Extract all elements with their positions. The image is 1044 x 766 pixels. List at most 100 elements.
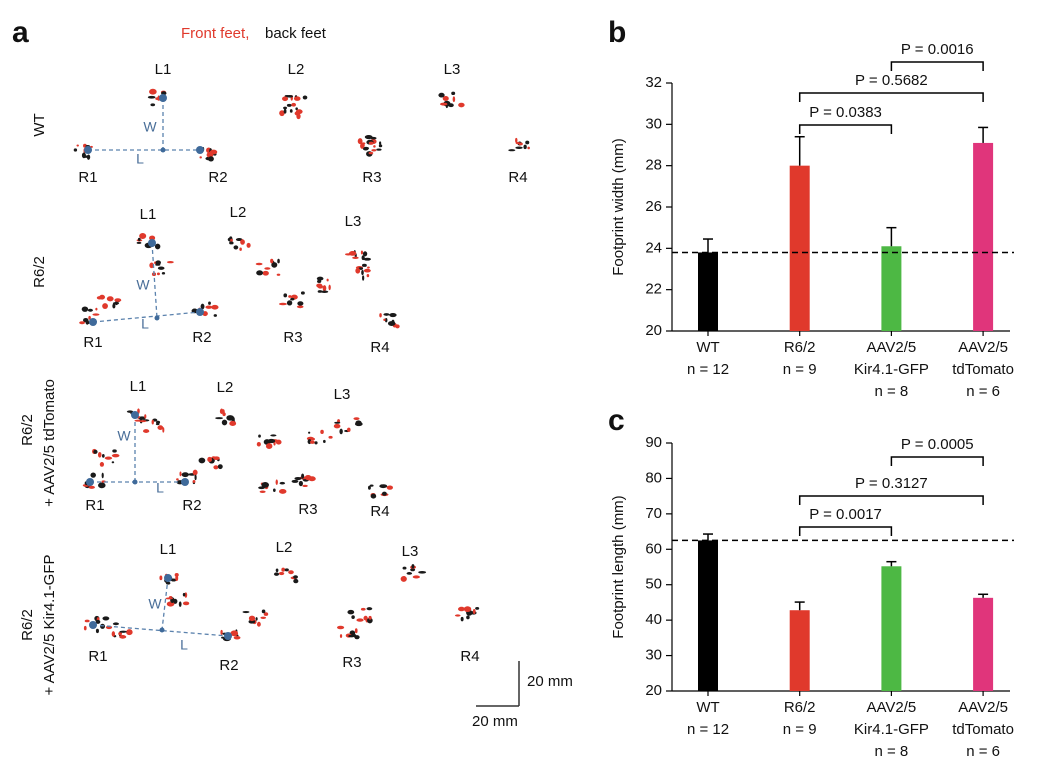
- footprint: [283, 106, 288, 110]
- footprint: [370, 493, 377, 499]
- foot-dot: [89, 621, 97, 629]
- footprint: [222, 412, 226, 417]
- foot-label: R1: [88, 648, 107, 665]
- footprint: [213, 314, 217, 317]
- row-label: + AAV2/5 tdTomato: [41, 379, 58, 507]
- footprint: [256, 621, 261, 627]
- footprint: [294, 476, 302, 481]
- p-value: P = 0.0017: [809, 506, 882, 523]
- footprint: [294, 111, 300, 116]
- footprint: [296, 305, 304, 309]
- x-tick-label: WT: [696, 339, 719, 356]
- y-tick-label: 40: [645, 611, 662, 628]
- p-value: P = 0.0005: [901, 436, 974, 453]
- footprint: [211, 304, 219, 310]
- footprint: [233, 245, 239, 250]
- footprint: [384, 317, 388, 323]
- footprint: [363, 146, 370, 150]
- footprint: [260, 616, 267, 619]
- footprint: [300, 291, 305, 295]
- footprint: [194, 474, 197, 481]
- foot-dot: [196, 308, 204, 316]
- foot-dot: [159, 94, 167, 102]
- footprint: [156, 420, 161, 424]
- footprint: [323, 439, 326, 444]
- footprint: [298, 480, 303, 487]
- footprint: [279, 481, 286, 485]
- footprint: [248, 615, 256, 622]
- footprint: [174, 572, 179, 577]
- footprint: [199, 156, 202, 159]
- footprint: [233, 635, 241, 640]
- footprint: [175, 575, 179, 582]
- y-tick-label: 50: [645, 576, 662, 593]
- footprint: [182, 601, 190, 606]
- x-tick-label: AAV2/5: [958, 339, 1008, 356]
- footprint: [351, 615, 355, 619]
- panel-label: b: [608, 16, 626, 49]
- x-tick-label: WT: [696, 699, 719, 716]
- footprint: [286, 103, 292, 107]
- footprint: [389, 312, 397, 318]
- footprint: [310, 440, 315, 444]
- footprint: [149, 262, 154, 269]
- footprint: [368, 615, 372, 620]
- foot-label: R4: [508, 169, 527, 186]
- footprint: [452, 96, 456, 103]
- significance-bracket: [798, 526, 893, 536]
- row-label: R6/2: [31, 256, 48, 288]
- footprint: [99, 294, 106, 300]
- footprint: [301, 473, 305, 479]
- foot-dot: [86, 478, 94, 486]
- footprint: [339, 428, 343, 435]
- measure-label: W: [117, 428, 131, 444]
- footprint: [205, 305, 213, 309]
- footprint: [273, 572, 280, 576]
- foot-label: L3: [345, 213, 362, 230]
- footprint: [367, 617, 373, 624]
- foot-label: R4: [460, 648, 479, 665]
- footprint: [400, 575, 407, 582]
- x-tick-label: n = 8: [875, 743, 909, 760]
- footprint: [217, 464, 223, 470]
- footprint: [363, 257, 372, 261]
- footprint: [411, 564, 415, 569]
- bar: [698, 252, 718, 331]
- footprint: [114, 298, 122, 302]
- footprint: [213, 465, 219, 470]
- footprint: [126, 410, 134, 413]
- footprint: [286, 95, 294, 98]
- foot-label: R2: [192, 329, 211, 346]
- foot-label: R3: [342, 654, 361, 671]
- footprint: [198, 457, 206, 464]
- footprint: [261, 609, 266, 614]
- footprint: [284, 568, 289, 572]
- footprint: [143, 429, 150, 433]
- footprint: [354, 421, 363, 427]
- footprint: [328, 284, 331, 291]
- legend-back: back feet: [265, 25, 327, 42]
- x-tick-label: R6/2: [784, 339, 816, 356]
- significance-bracket: [890, 456, 984, 466]
- x-tick-label: n = 8: [875, 383, 909, 400]
- footprint: [320, 429, 324, 435]
- footprint: [102, 303, 108, 309]
- foot-dot: [160, 147, 166, 153]
- x-tick-label: n = 6: [966, 743, 1000, 760]
- footprint: [102, 616, 110, 621]
- footprint: [215, 417, 224, 420]
- footprint: [283, 108, 287, 114]
- footprint: [192, 480, 196, 484]
- footprint: [208, 301, 211, 305]
- footprint: [230, 630, 239, 637]
- footprint: [151, 419, 154, 425]
- footprint: [136, 241, 142, 244]
- footprint: [263, 612, 269, 616]
- footprint: [381, 491, 387, 496]
- footprint: [316, 276, 324, 281]
- footprint: [90, 472, 96, 478]
- y-tick-label: 30: [645, 647, 662, 664]
- footprint: [288, 295, 292, 298]
- footprint: [87, 321, 90, 325]
- footprint: [112, 449, 117, 453]
